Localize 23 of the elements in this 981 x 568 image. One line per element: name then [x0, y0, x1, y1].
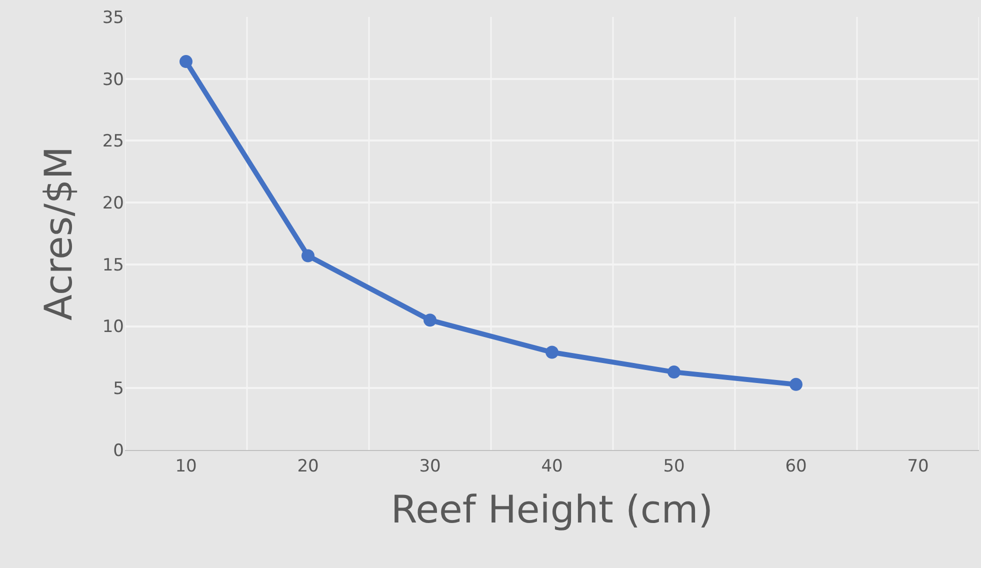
y-tick-label: 5 — [113, 379, 124, 400]
point — [790, 378, 802, 391]
x-tick-label: 50 — [663, 456, 685, 476]
x-tick-label: 40 — [541, 456, 563, 476]
x-tick-label: 20 — [297, 456, 319, 476]
x-tick-label: 30 — [419, 456, 441, 476]
x-axis-title: Reef Height (cm) — [390, 488, 714, 532]
x-tick-label: 10 — [175, 456, 197, 476]
point — [302, 249, 314, 262]
x-tick-label: 60 — [785, 456, 807, 476]
y-tick-label: 10 — [102, 317, 124, 338]
y-tick-label: 30 — [102, 70, 124, 90]
x-tick-label: 70 — [907, 456, 929, 476]
y-tick-label: 0 — [113, 440, 124, 461]
y-tick-label: 20 — [102, 194, 124, 214]
y-tick-label: 15 — [102, 255, 124, 276]
y-axis-title: Acres/$M — [36, 146, 81, 320]
point — [424, 314, 436, 327]
y-tick-label: 25 — [102, 132, 124, 152]
point — [668, 366, 680, 379]
point — [546, 346, 558, 359]
y-tick-label: 35 — [102, 8, 124, 28]
point — [180, 55, 192, 68]
